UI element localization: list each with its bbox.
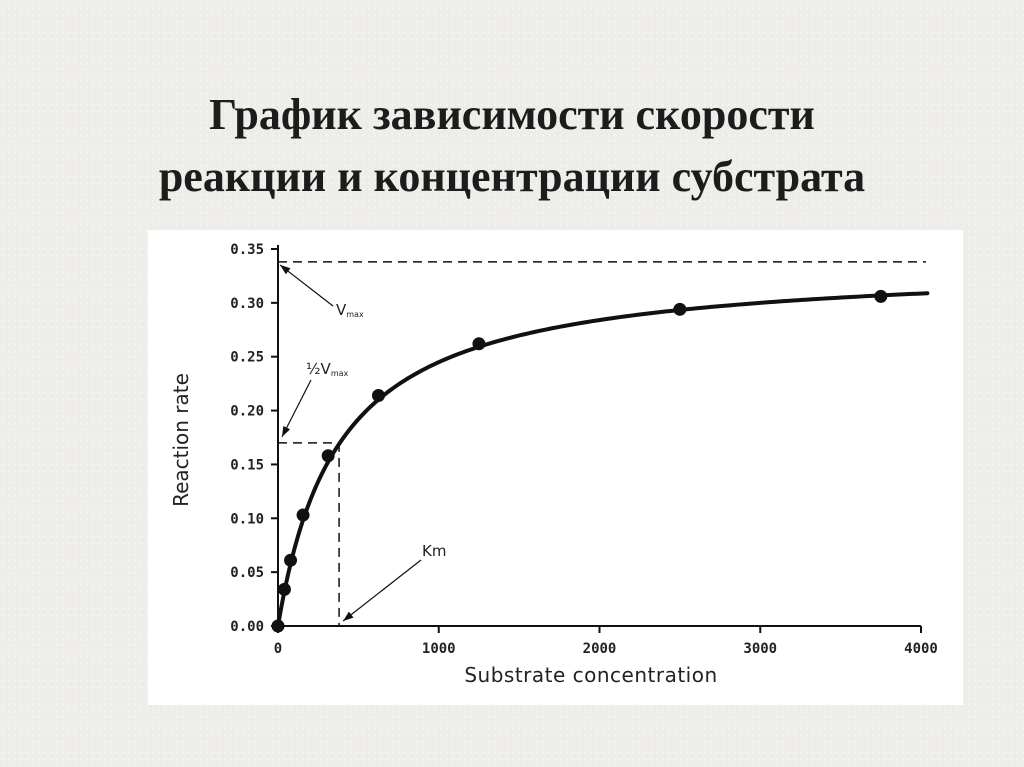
data-point	[371, 388, 385, 402]
km-label: Km	[422, 542, 446, 560]
rate-curve	[276, 291, 930, 628]
x-tick-label: 3000	[743, 641, 777, 657]
slide-title: График зависимости скорости реакции и ко…	[0, 84, 1024, 208]
x-tick-label: 2000	[583, 641, 617, 657]
vmax-label: Vmax	[336, 301, 364, 319]
km-arrow-line	[342, 559, 422, 622]
y-tick-label: 0.20	[230, 404, 264, 420]
y-tick-label: 0.05	[230, 565, 264, 581]
data-point	[277, 582, 291, 596]
reaction-rate-chart: 0.00 0.05 0.10 0.15 0.20 0.25 0.30 0.35 0 1000 200…	[169, 242, 938, 687]
y-tick-label: 0.00	[230, 619, 264, 635]
y-tick-label: 0.10	[230, 511, 264, 527]
curve-layer	[276, 291, 930, 628]
data-point	[874, 289, 888, 303]
y-tick-label: 0.15	[230, 457, 264, 473]
y-tick-label: 0.25	[230, 350, 264, 366]
y-axis-title: Reaction rate	[169, 373, 193, 507]
x-tick-label: 4000	[904, 641, 938, 657]
axes: 0.00 0.05 0.10 0.15 0.20 0.25 0.30 0.35 0 1000 200…	[230, 242, 938, 657]
chart-panel: 0.00 0.05 0.10 0.15 0.20 0.25 0.30 0.35 0 1000 200…	[148, 230, 963, 705]
half-vmax-arrow-head	[282, 425, 291, 437]
half-vmax-arrow-line	[281, 379, 312, 438]
data-point	[271, 619, 285, 633]
annotations: Vmax ½Vmax Km	[278, 261, 926, 626]
slide-title-line-2: реакции и концентрации субстрата	[158, 152, 866, 201]
data-point	[673, 302, 687, 316]
x-axis-title: Substrate concentration	[464, 663, 717, 687]
data-points	[271, 289, 888, 633]
slide-title-line-1: График зависимости скорости	[209, 90, 815, 139]
half-vmax-label: ½Vmax	[306, 360, 349, 378]
y-tick-label: 0.35	[230, 242, 264, 258]
km-arrow-head	[343, 611, 354, 621]
vmax-arrow-head	[280, 264, 291, 275]
x-tick-label: 0	[274, 641, 282, 657]
data-point	[284, 553, 298, 567]
vmax-arrow-line	[279, 264, 334, 307]
data-point	[296, 508, 310, 522]
data-point	[321, 449, 335, 463]
x-tick-label: 1000	[422, 641, 456, 657]
y-tick-label: 0.30	[230, 296, 264, 312]
data-point	[472, 337, 486, 351]
